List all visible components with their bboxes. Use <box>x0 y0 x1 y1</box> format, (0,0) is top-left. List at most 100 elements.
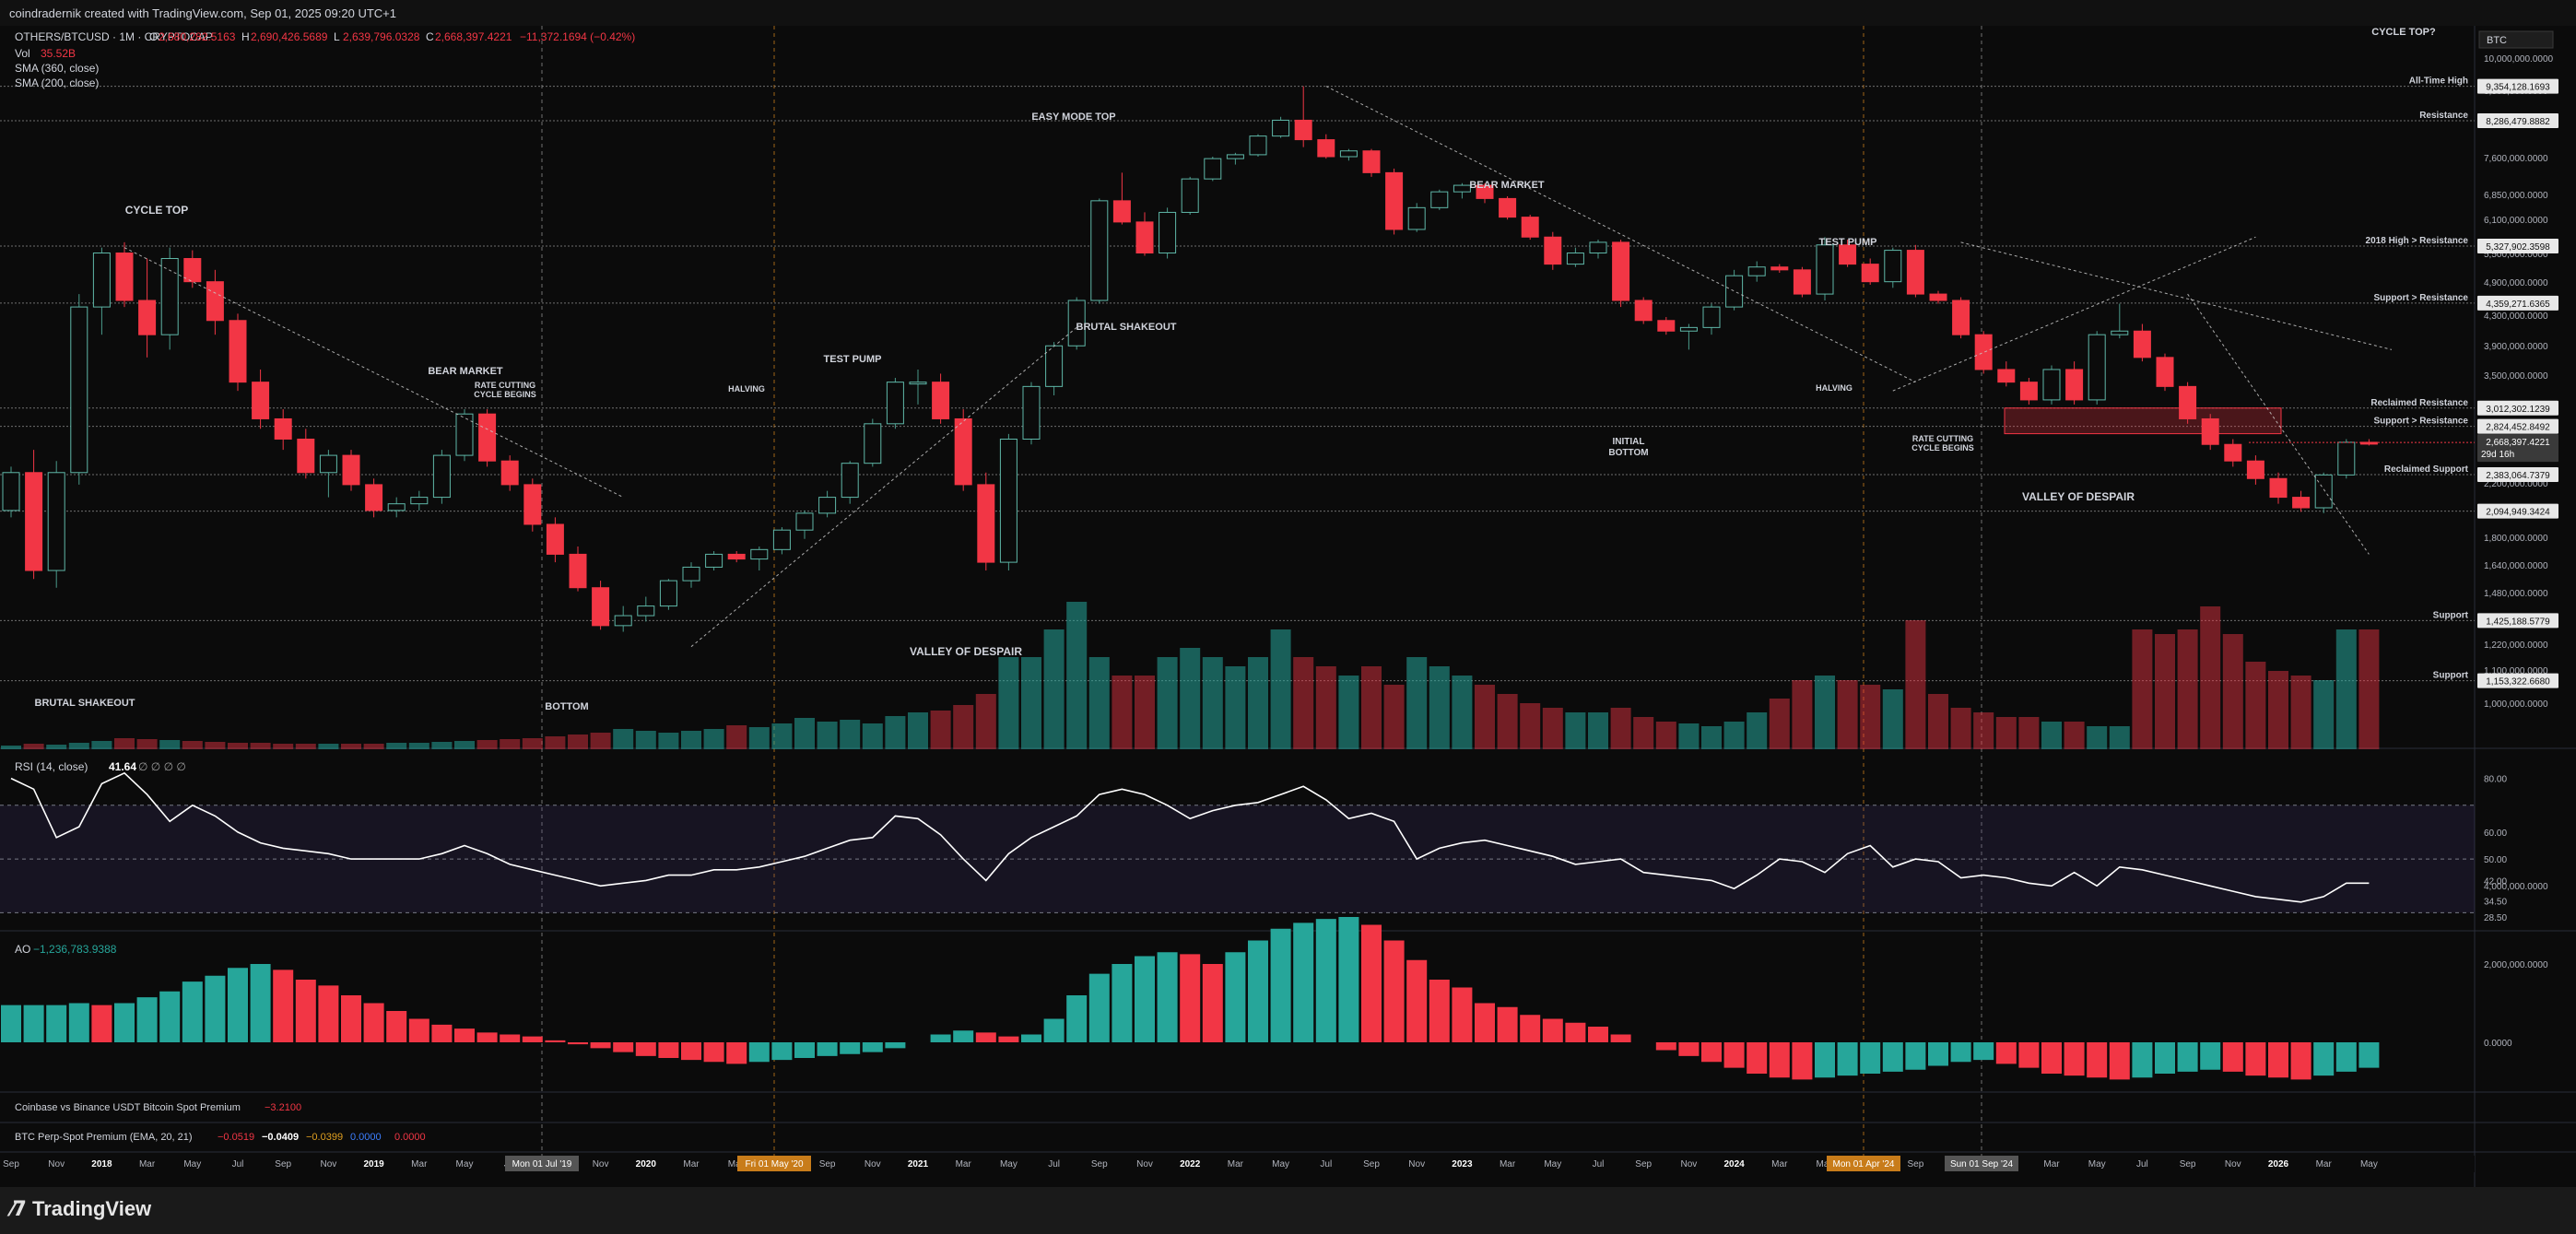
volume-bar <box>703 729 724 749</box>
volume-bar <box>1950 708 1971 749</box>
volume-bar <box>568 735 588 749</box>
ao-bar <box>114 1003 135 1042</box>
volume-bar <box>658 733 679 749</box>
volume-bar <box>1021 657 1041 749</box>
candle-body <box>1929 293 1947 301</box>
credit-bar: coindradernik created with TradingView.c… <box>0 0 2576 26</box>
tradingview-logo[interactable]: ⁄7 TradingView <box>11 1197 151 1221</box>
ao-bar <box>885 1042 906 1049</box>
time-axis-label: Nov <box>1681 1159 1698 1169</box>
candle-body <box>229 320 247 383</box>
volume-bar <box>114 738 135 749</box>
candle-body <box>1725 275 1744 308</box>
candle-body <box>478 413 497 462</box>
candle-body <box>2246 460 2264 479</box>
ao-bar <box>1383 940 1405 1042</box>
ohlc-value: 2,639,796.0328 <box>343 30 420 43</box>
candle-body <box>2019 382 2038 401</box>
ao-bar <box>840 1042 861 1054</box>
candle-body <box>2065 369 2084 401</box>
price-axis-tick: 6,850,000.0000 <box>2484 191 2548 201</box>
volume-bar <box>1815 676 1835 749</box>
candle-body <box>1272 119 1290 137</box>
level-label: Reclaimed Support <box>2384 464 2469 475</box>
candle-body <box>274 417 292 440</box>
volume-bar <box>1135 676 1155 749</box>
volume-bar <box>794 718 815 749</box>
level-label: Resistance <box>2419 111 2468 121</box>
candle-body <box>886 382 904 425</box>
time-axis-label: Sep <box>1635 1159 1652 1169</box>
candle-body <box>1204 158 1222 180</box>
ao-bar <box>748 1042 770 1063</box>
candle-body <box>999 438 1017 563</box>
candle-body <box>2314 474 2333 509</box>
trendline <box>690 326 1077 648</box>
time-axis-label: Sep <box>819 1159 836 1169</box>
volume-bar <box>1338 676 1359 749</box>
candle-body <box>1839 244 1857 265</box>
ao-bar <box>91 1005 112 1042</box>
volume-bar <box>635 731 656 749</box>
candle-body <box>1090 200 1109 301</box>
candle-body <box>750 548 769 560</box>
current-price-box <box>2477 434 2558 463</box>
candle-body <box>1793 269 1811 295</box>
candle-body <box>1770 266 1789 271</box>
volume-bar <box>1452 676 1473 749</box>
price-axis-tick: 1,800,000.0000 <box>2484 534 2548 544</box>
ao-bar <box>1135 956 1155 1042</box>
time-marker-box <box>1827 1156 1900 1171</box>
ao-bar <box>46 1005 67 1042</box>
ao-bar <box>1497 1006 1518 1042</box>
candle-body <box>1702 306 1721 328</box>
candle-body <box>432 454 451 499</box>
candle-body <box>1861 264 1879 283</box>
level-value-box <box>2477 239 2558 254</box>
candle-body <box>160 258 179 335</box>
time-axis-label: Sep <box>2180 1159 2196 1169</box>
volume-bar <box>1066 602 1088 749</box>
ao-bar <box>1950 1042 1971 1063</box>
ao-bar <box>68 1003 89 1042</box>
time-axis-label: May <box>2088 1159 2106 1169</box>
level-value: 3,012,302.1239 <box>2486 405 2550 415</box>
level-label: Reclaimed Resistance <box>2370 398 2468 408</box>
price-axis-tick: 1,100,000.0000 <box>2484 666 2548 676</box>
ao-bar <box>1588 1027 1608 1042</box>
volume-bar <box>771 723 793 749</box>
symbol-title: OTHERS/BTCUSD · 1M · CRYPTOCAP <box>15 30 213 43</box>
candle-body <box>772 529 791 550</box>
ao-bar <box>182 981 203 1042</box>
price-axis-tick: 3,500,000.0000 <box>2484 371 2548 382</box>
level-value: 4,359,271.6365 <box>2486 300 2550 310</box>
rsi-axis-tick: 60.00 <box>2484 829 2507 839</box>
volume-bar <box>545 736 566 749</box>
volume-bar <box>386 743 407 749</box>
volume-bar <box>1905 620 1926 749</box>
time-axis-label: Mar <box>2043 1159 2060 1169</box>
level-value-box <box>2477 503 2558 519</box>
time-axis-label: May <box>456 1159 474 1169</box>
ohlc-key: C <box>426 30 434 43</box>
ao-bar <box>454 1028 475 1042</box>
candle-body <box>682 566 700 582</box>
ao-bar <box>794 1042 815 1058</box>
candle-body <box>932 382 950 419</box>
ao-bar <box>568 1042 588 1045</box>
volume-bar <box>522 738 543 749</box>
ao-bar <box>1315 919 1336 1042</box>
candle-body <box>47 472 65 571</box>
time-marker-box <box>737 1156 811 1171</box>
volume-bar <box>1610 708 1631 749</box>
volume-bar <box>1157 657 1178 749</box>
current-price-value: 2,668,397.4221 <box>2486 438 2550 448</box>
volume-bar <box>295 744 316 749</box>
candle-body <box>206 281 224 322</box>
currency-selector-label[interactable]: BTC <box>2487 35 2507 46</box>
ao-bar <box>1293 923 1314 1042</box>
candle-body <box>319 454 337 474</box>
volume-bar <box>228 743 248 749</box>
volume-bar <box>817 722 838 749</box>
